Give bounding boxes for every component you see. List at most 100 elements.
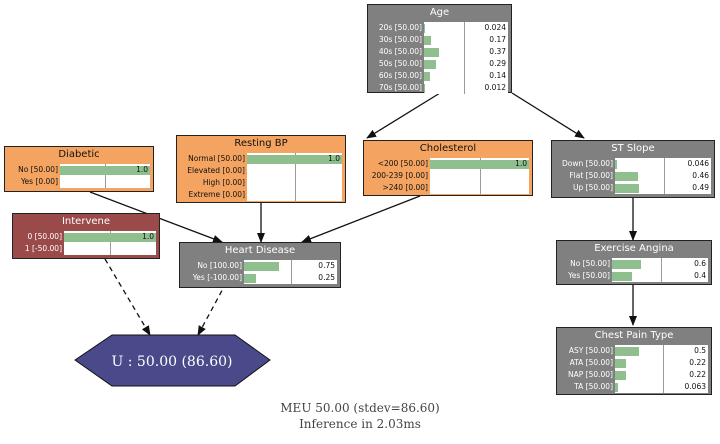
state-label: 20s [50.00] xyxy=(378,23,422,32)
state-row[interactable]: 70s [50.00] xyxy=(368,82,422,94)
state-label: Down [50.00] xyxy=(562,159,613,168)
node-title: Age xyxy=(429,7,450,18)
state-label: No [50.00] xyxy=(570,259,610,268)
probability-bar xyxy=(612,259,642,269)
node-title: Cholesterol xyxy=(419,143,477,154)
state-row[interactable]: Yes [0.00] xyxy=(5,176,58,188)
state-label: 50s [50.00] xyxy=(378,59,422,68)
probability-value: 0.14 xyxy=(489,71,506,80)
state-label: 1 [-50.00] xyxy=(24,244,62,253)
state-row[interactable]: >240 [0.00] xyxy=(364,182,428,194)
state-row[interactable]: NAP [50.00] xyxy=(557,369,613,381)
node-chest-pain-type[interactable]: Chest Pain Type 0.5 0.22 0.22 0.063 ASY [50.0… xyxy=(556,327,712,395)
state-row[interactable]: Up [50.00] xyxy=(552,182,613,194)
state-row[interactable]: 200-239 [0.00] xyxy=(364,170,428,182)
probability-chart: 0.6 0.4 xyxy=(612,258,708,282)
state-row[interactable]: Normal [50.00] xyxy=(177,153,245,165)
probability-bar xyxy=(247,154,342,164)
node-cholesterol[interactable]: Cholesterol 1.0 <200 [50.00] 200-239 [0.00]… xyxy=(363,140,533,196)
probability-bar xyxy=(244,273,256,283)
node-title: Intervene xyxy=(61,216,111,227)
probability-value: 1.0 xyxy=(136,165,148,174)
probability-bar xyxy=(60,165,150,175)
probability-value: 0.25 xyxy=(318,273,335,282)
probability-chart: 1.0 xyxy=(64,231,156,255)
node-title: Diabetic xyxy=(58,149,100,160)
probability-value: 1.0 xyxy=(515,159,527,168)
probability-chart: 1.0 xyxy=(430,158,529,194)
probability-value: 0.46 xyxy=(692,171,709,180)
probability-value: 0.22 xyxy=(689,370,706,379)
probability-bar xyxy=(615,159,618,169)
state-row[interactable]: 0 [50.00] xyxy=(13,231,62,243)
state-label: 30s [50.00] xyxy=(378,35,422,44)
node-intervene[interactable]: Intervene 1.0 0 [50.00] 1 [-50.00] xyxy=(12,213,160,259)
meu-text: MEU 50.00 (stdev=86.60) xyxy=(280,401,440,415)
node-title: Exercise Angina xyxy=(594,243,674,254)
node-st-slope[interactable]: ST Slope 0.046 0.46 0.49 Down [50.00] Flat [5… xyxy=(551,140,715,198)
state-row[interactable]: Elevated [0.00] xyxy=(177,165,245,177)
node-age[interactable]: Age 0.024 0.17 0.37 0.29 0.14 0.012 20s [50.00]… xyxy=(367,4,512,94)
probability-bar xyxy=(424,71,430,81)
state-label: 40s [50.00] xyxy=(378,47,422,56)
state-label: Elevated [0.00] xyxy=(187,166,245,175)
probability-value: 0.37 xyxy=(489,47,506,56)
probability-bar xyxy=(615,370,626,380)
state-row[interactable]: 60s [50.00] xyxy=(368,70,422,82)
state-row[interactable]: Yes [50.00] xyxy=(557,270,610,282)
state-label: Flat [50.00] xyxy=(569,171,613,180)
node-exercise-angina[interactable]: Exercise Angina 0.6 0.4 No [50.00] Yes [50.0… xyxy=(556,240,712,285)
state-row[interactable]: No [50.00] xyxy=(5,164,58,176)
state-row[interactable]: <200 [50.00] xyxy=(364,158,428,170)
state-row[interactable]: 50s [50.00] xyxy=(368,58,422,70)
chart-divider xyxy=(294,153,296,201)
state-row[interactable]: Down [50.00] xyxy=(552,158,613,170)
probability-bar xyxy=(64,232,156,242)
probability-bar xyxy=(244,261,280,271)
probability-chart: 1.0 xyxy=(247,153,342,201)
state-row[interactable]: Flat [50.00] xyxy=(552,170,613,182)
state-label: Yes [50.00] xyxy=(568,271,610,280)
state-label: 70s [50.00] xyxy=(378,83,422,92)
probability-value: 0.6 xyxy=(694,259,706,268)
state-row[interactable]: ATA [50.00] xyxy=(557,357,613,369)
utility-node[interactable] xyxy=(74,334,271,387)
edge-age-heart-disease xyxy=(366,92,441,139)
state-label: ASY [50.00] xyxy=(568,346,613,355)
node-title: Resting BP xyxy=(234,138,288,149)
state-row[interactable]: Extreme [0.00] xyxy=(177,189,245,201)
node-title: Chest Pain Type xyxy=(594,330,674,341)
state-row[interactable]: 40s [50.00] xyxy=(368,46,422,58)
node-title: Heart Disease xyxy=(224,245,296,256)
probability-value: 0.046 xyxy=(687,159,709,168)
probability-value: 0.5 xyxy=(694,346,706,355)
state-row[interactable]: 1 [-50.00] xyxy=(13,243,62,255)
state-row[interactable]: TA [50.00] xyxy=(557,381,613,393)
probability-value: 0.22 xyxy=(689,358,706,367)
state-row[interactable]: Yes [-100.00] xyxy=(180,272,242,284)
probability-bar xyxy=(424,23,425,33)
probability-chart: 0.024 0.17 0.37 0.29 0.14 0.012 xyxy=(424,22,508,94)
probability-bar xyxy=(615,382,619,392)
state-row[interactable]: No [50.00] xyxy=(557,258,610,270)
state-row[interactable]: ASY [50.00] xyxy=(557,345,613,357)
state-label: No [50.00] xyxy=(18,165,58,174)
probability-value: 0.75 xyxy=(318,261,335,270)
probability-value: 0.024 xyxy=(484,23,506,32)
state-row[interactable]: No [100.00] xyxy=(180,260,242,272)
probability-bar xyxy=(424,47,439,57)
utility-label: U : 50.00 (86.60) xyxy=(112,354,233,370)
state-row[interactable]: 30s [50.00] xyxy=(368,34,422,46)
state-row[interactable]: 20s [50.00] xyxy=(368,22,422,34)
node-heart-disease[interactable]: Heart Disease 0.75 0.25 No [100.00] Yes [-10… xyxy=(179,242,341,288)
probability-value: 0.49 xyxy=(692,183,709,192)
probability-bar xyxy=(615,171,638,181)
probability-bar xyxy=(424,35,431,45)
node-resting-bp[interactable]: Resting BP 1.0 Normal [50.00] Elevated [0.0… xyxy=(176,135,346,203)
probability-value: 0.012 xyxy=(484,83,506,92)
state-label: TA [50.00] xyxy=(574,382,613,391)
state-row[interactable]: High [0.00] xyxy=(177,177,245,189)
state-label: ATA [50.00] xyxy=(569,358,613,367)
node-diabetic[interactable]: Diabetic 1.0 No [50.00] Yes [0.00] xyxy=(4,146,154,192)
